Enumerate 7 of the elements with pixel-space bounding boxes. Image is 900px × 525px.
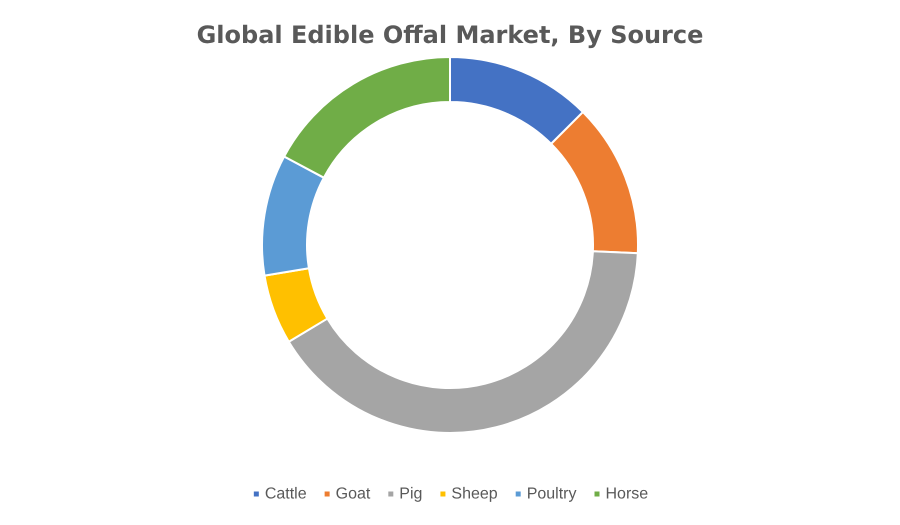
legend-label: Poultry bbox=[526, 486, 576, 502]
legend-label: Sheep bbox=[451, 486, 498, 502]
legend-label: Horse bbox=[605, 486, 648, 502]
legend-label: Cattle bbox=[264, 486, 307, 502]
chart-title: Global Edible Offal Market, By Source bbox=[196, 21, 704, 49]
legend-label: Goat bbox=[336, 486, 371, 502]
legend-label: Pig bbox=[399, 486, 422, 502]
